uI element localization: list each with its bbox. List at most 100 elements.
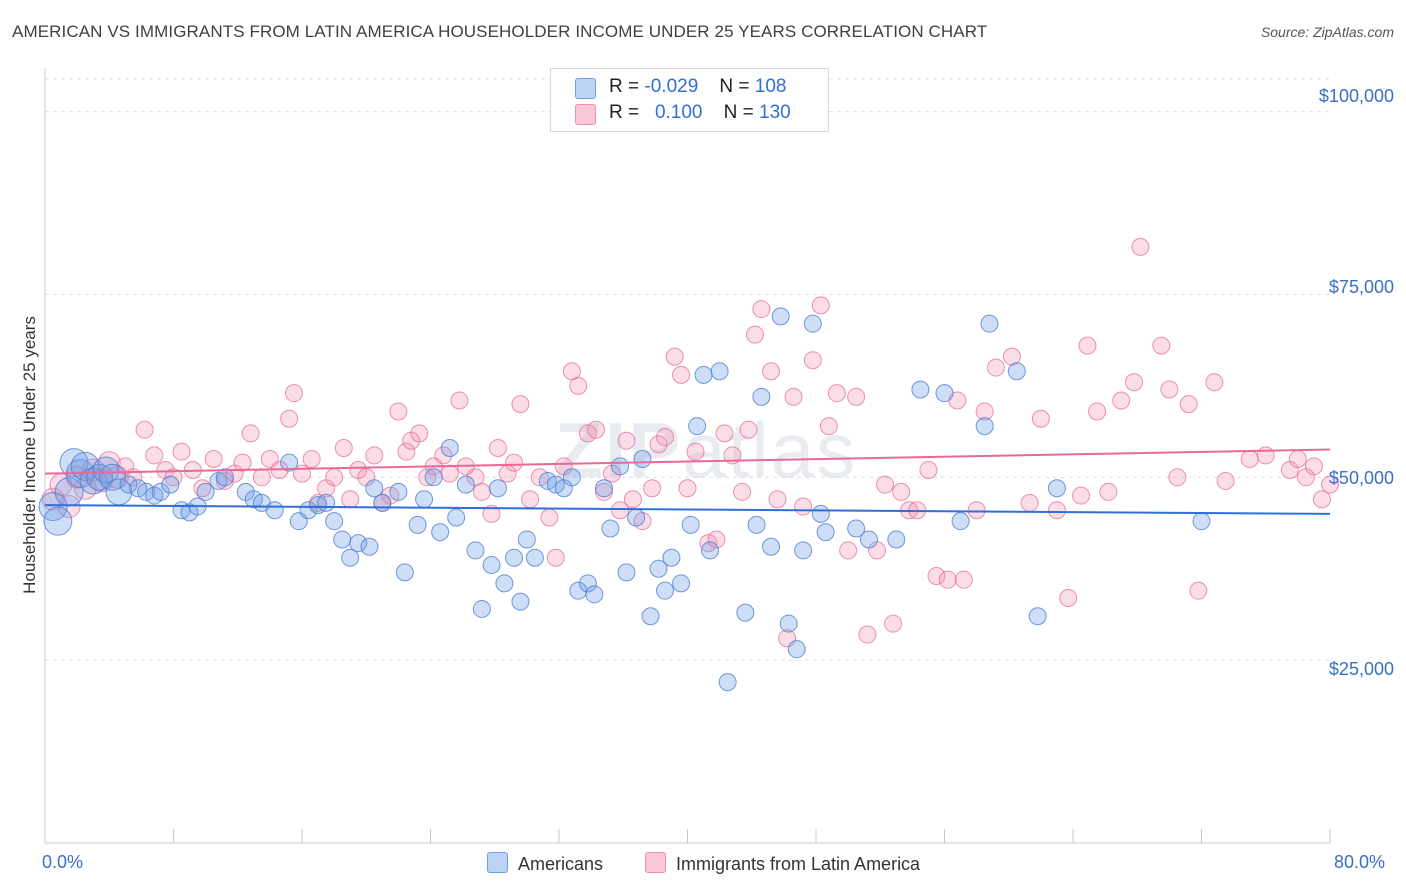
americans-point-89 (803, 314, 822, 333)
americans-point-66 (611, 457, 630, 476)
latin-point-12 (145, 446, 164, 465)
latin-point-128 (1179, 395, 1198, 414)
bottom-legend-label-latin: Immigrants from Latin America (676, 854, 921, 874)
latin-point-87 (762, 362, 781, 381)
americans-point-97 (951, 512, 970, 531)
americans-point-81 (736, 603, 755, 622)
bottom-legend-latin: Immigrants from Latin America (645, 852, 920, 875)
americans-point-82 (747, 515, 766, 534)
latin-point-100 (876, 475, 895, 494)
latin-point-118 (1072, 486, 1091, 505)
americans-point-62 (578, 574, 597, 593)
americans-point-78 (700, 541, 719, 560)
americans-point-64 (594, 479, 613, 498)
americans-point-44 (431, 523, 450, 542)
latin-point-137 (1304, 457, 1323, 476)
latin-point-101 (884, 614, 903, 633)
americans-point-103 (1192, 512, 1211, 531)
americans-point-74 (672, 574, 691, 593)
legend-r-value-latin: 0.100 (654, 102, 703, 123)
latin-point-43 (410, 424, 429, 443)
latin-point-120 (1088, 402, 1107, 421)
legend-n-value-latin: 130 (759, 102, 791, 123)
americans-point-102 (1047, 479, 1066, 498)
americans-point-56 (525, 548, 544, 567)
latin-point-68 (611, 501, 630, 520)
latin-point-63 (569, 376, 588, 395)
latin-point-73 (649, 435, 668, 454)
latin-point-29 (302, 450, 321, 468)
legend-n-label: N = (719, 76, 750, 97)
americans-point-46 (447, 508, 466, 527)
legend-swatch-americans (575, 78, 596, 99)
americans-point-26 (265, 501, 284, 520)
latin-point-125 (1152, 336, 1171, 355)
latin-point-41 (397, 442, 416, 461)
latin-point-117 (1059, 588, 1078, 607)
americans-point-92 (847, 519, 866, 538)
latin-point-98 (858, 625, 877, 644)
americans-point-99 (980, 314, 999, 333)
latin-point-88 (768, 490, 787, 509)
latin-point-56 (511, 395, 530, 414)
americans-point-32 (325, 512, 344, 531)
chart-title: AMERICAN VS IMMIGRANTS FROM LATIN AMERIC… (12, 22, 988, 41)
latin-point-57 (521, 490, 540, 509)
y-axis-label: Householder Income Under 25 years (20, 316, 39, 594)
latin-point-94 (819, 417, 838, 436)
latin-point-33 (334, 439, 353, 458)
latin-point-52 (482, 504, 501, 523)
americans-point-60 (562, 468, 581, 487)
latin-point-77 (678, 479, 697, 498)
latin-point-107 (938, 570, 957, 589)
americans-trend-line (44, 504, 1331, 515)
latin-point-76 (672, 365, 691, 384)
latin-point-69 (617, 431, 636, 450)
americans-point-33 (333, 530, 352, 549)
legend-swatch-latin (575, 104, 596, 125)
americans-point-65 (601, 519, 620, 538)
latin-point-85 (745, 325, 764, 344)
latin-point-47 (440, 464, 459, 483)
americans-point-87 (787, 640, 806, 659)
americans-point-75 (681, 515, 700, 534)
correlation-legend: R = -0.029 N = 108 R = 0.100 N = 130 (550, 68, 829, 132)
latin-point-90 (784, 387, 803, 406)
americans-point-52 (495, 574, 514, 593)
americans-point-31 (317, 493, 336, 512)
latin-point-105 (919, 460, 938, 479)
americans-point-11 (119, 475, 138, 494)
latin-point-51 (472, 482, 491, 501)
americans-point-22 (215, 468, 234, 487)
legend-n-value-americans: 108 (754, 76, 787, 97)
latin-point-91 (794, 497, 813, 516)
americans-point-55 (517, 530, 536, 549)
americans-point-90 (811, 504, 830, 523)
latin-point-139 (1321, 475, 1339, 494)
y-tick-label-50000: $50,000 (1328, 468, 1394, 488)
latin-point-72 (643, 479, 662, 498)
latin-point-22 (241, 424, 260, 443)
americans-point-16 (161, 475, 180, 494)
latin-point-65 (586, 420, 605, 439)
americans-point-50 (482, 556, 501, 575)
americans-point-34 (341, 548, 360, 567)
americans-point-98 (975, 417, 994, 436)
americans-point-49 (472, 599, 491, 618)
latin-point-92 (803, 351, 822, 370)
americans-point-88 (794, 541, 813, 560)
latin-point-122 (1112, 391, 1131, 410)
legend-n-label: N = (723, 102, 754, 123)
latin-point-126 (1160, 380, 1179, 399)
legend-r-value-americans: -0.029 (644, 76, 699, 97)
americans-point-91 (816, 523, 835, 542)
latin-point-123 (1125, 373, 1144, 392)
latin-point-133 (1256, 446, 1275, 465)
latin-point-27 (284, 384, 303, 403)
latin-point-75 (665, 347, 684, 366)
americans-point-53 (505, 548, 524, 567)
latin-point-44 (418, 468, 437, 487)
chart-source: Source: ZipAtlas.com (1260, 24, 1394, 40)
latin-point-80 (707, 530, 726, 549)
americans-point-93 (860, 530, 879, 549)
